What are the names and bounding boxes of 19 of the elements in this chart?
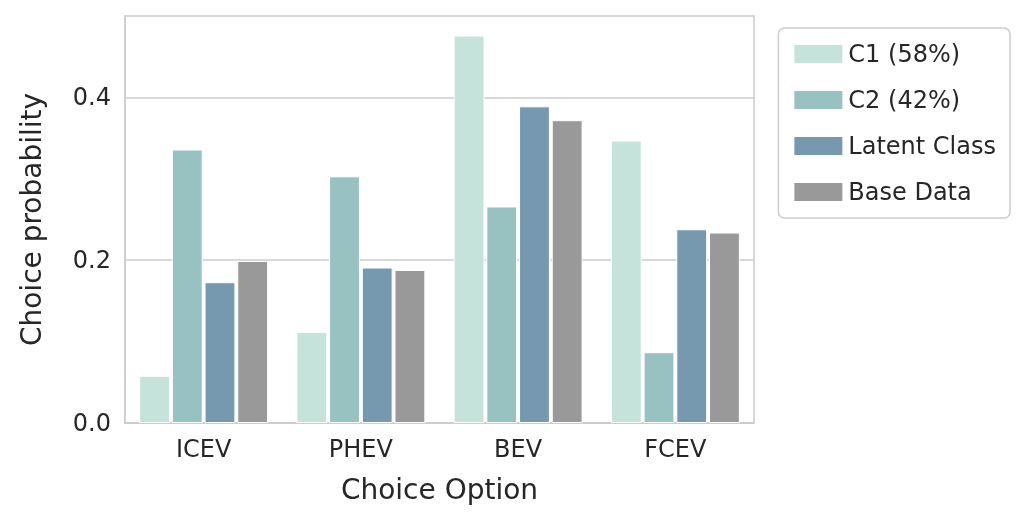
bar [519, 106, 550, 423]
y-tick-label: 0.2 [72, 246, 111, 275]
bar [329, 176, 360, 423]
y-tick-label: 0.4 [72, 83, 111, 112]
x-tick-label: ICEV [175, 435, 232, 463]
bar [551, 120, 583, 423]
bar [296, 331, 328, 423]
x-tick-label: FCEV [644, 435, 708, 463]
legend-label: C2 (42%) [848, 86, 961, 114]
bar [709, 232, 740, 423]
y-tick-label: 0.0 [72, 409, 111, 437]
legend-label: C1 (58%) [848, 40, 961, 68]
legend-label: Base Data [848, 178, 972, 206]
bar [139, 375, 170, 423]
y-axis-title: Choice probability [14, 92, 48, 347]
x-tick-label: PHEV [328, 435, 394, 463]
x-tick-label: BEV [494, 435, 543, 463]
legend-label: Latent Class [848, 132, 997, 160]
x-axis-title: Choice Option [340, 472, 539, 506]
